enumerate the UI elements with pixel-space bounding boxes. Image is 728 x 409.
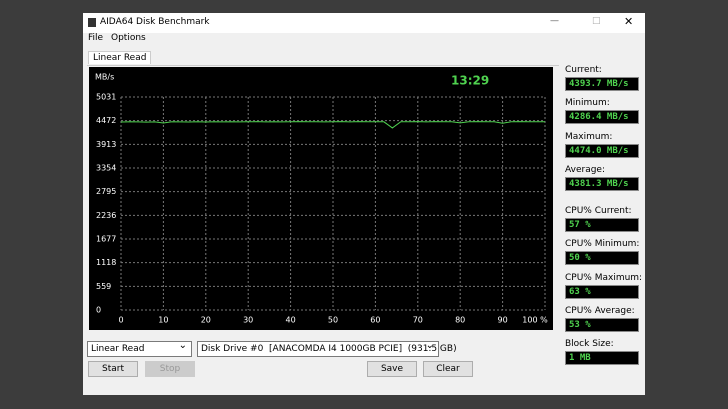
y-tick-label: 1677 [96, 235, 116, 244]
maximize[interactable]: □ [592, 16, 601, 26]
x-tick-label: 10 [158, 316, 168, 325]
x-tick-label: 30 [243, 316, 253, 325]
stat-value: 4286.4 MB/s [565, 110, 639, 124]
y-tick-label: 2236 [96, 211, 116, 220]
stop-button: Stop [145, 361, 195, 377]
x-tick-label: 80 [455, 316, 465, 325]
window: AIDA64 Disk Benchmark — □ ✕ File Options… [83, 13, 645, 395]
stat-label: Block Size: [565, 339, 614, 349]
data-line [120, 121, 546, 129]
x-tick-label: 20 [201, 316, 211, 325]
stat-label: CPU% Average: [565, 306, 635, 316]
x-tick-label: 50 [328, 316, 338, 325]
stat-value: 4474.0 MB/s [565, 144, 639, 158]
y-tick-label: 0 [96, 306, 101, 315]
stat-label: Current: [565, 65, 602, 75]
stat-value: 57 % [565, 218, 639, 232]
x-tick-label: 100 % [522, 316, 548, 325]
unit-label: MB/s [95, 73, 114, 82]
stat-value: 50 % [565, 251, 639, 265]
stat-value: 53 % [565, 318, 639, 332]
stat-value: 63 % [565, 285, 639, 299]
save-button[interactable]: Save [367, 361, 417, 377]
app-icon [88, 18, 96, 27]
y-tick-label: 559 [96, 282, 111, 291]
drive-select[interactable]: Disk Drive #0 [ANACOMDA I4 1000GB PCIE] … [197, 339, 457, 357]
menu-item[interactable]: File [88, 33, 104, 43]
y-tick-label: 5031 [96, 93, 116, 102]
clear-button[interactable]: Clear [423, 361, 473, 377]
timer: 13:29 [451, 74, 489, 88]
chart-bg [89, 67, 553, 330]
y-tick-label: 3913 [96, 140, 116, 149]
y-tick-label: 3354 [96, 164, 116, 173]
y-tick-label: 1118 [96, 258, 116, 267]
menu-item[interactable]: Options [111, 33, 146, 43]
stat-label: CPU% Maximum: [565, 273, 643, 283]
x-tick-label: 70 [413, 316, 423, 325]
x-tick-label: 0 [118, 316, 123, 325]
stat-value: 4381.3 MB/s [565, 177, 639, 191]
title-bar [83, 13, 645, 33]
stat-value: 4393.7 MB/s [565, 77, 639, 91]
chart: MB/s 13:29 0 559 1118 1677 2236 2795 3354 3913 4… [89, 67, 553, 330]
start-button[interactable]: Start [88, 361, 138, 377]
stat-label: Average: [565, 165, 605, 175]
y-tick-label: 4472 [96, 116, 116, 125]
minimize[interactable]: — [550, 16, 559, 26]
x-tick-label: 60 [370, 316, 380, 325]
stat-label: Maximum: [565, 132, 613, 142]
stat-label: CPU% Current: [565, 206, 632, 216]
x-tick-label: 90 [498, 316, 508, 325]
window-title: AIDA64 Disk Benchmark [100, 17, 210, 27]
stat-value: 1 MB [565, 351, 639, 365]
x-tick-label: 40 [286, 316, 296, 325]
tab-line [87, 65, 559, 66]
y-tick-label: 2795 [96, 187, 116, 196]
stat-label: Minimum: [565, 98, 610, 108]
tab[interactable]: Linear Read [88, 51, 152, 64]
stat-label: CPU% Minimum: [565, 239, 640, 249]
close[interactable]: ✕ [624, 15, 634, 28]
test-select[interactable]: Linear Read [87, 339, 192, 357]
